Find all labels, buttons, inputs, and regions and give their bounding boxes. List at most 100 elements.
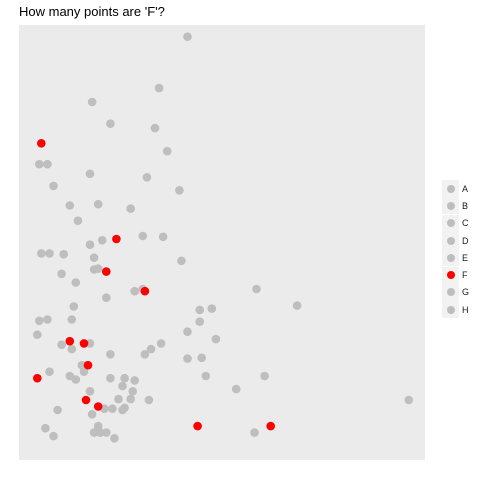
data-point — [79, 367, 89, 377]
data-point — [87, 97, 97, 107]
data-point-f — [266, 421, 276, 431]
data-point — [77, 360, 87, 370]
data-point — [183, 32, 192, 41]
data-point — [35, 159, 44, 169]
data-point-f — [37, 139, 46, 148]
data-point — [71, 278, 81, 287]
data-point — [37, 249, 46, 258]
legend-item-a: A — [442, 180, 469, 198]
data-point — [252, 284, 261, 294]
data-point — [45, 249, 54, 258]
data-point — [35, 316, 44, 326]
legend-label: E — [462, 252, 469, 263]
data-point — [85, 169, 95, 179]
data-point-f — [93, 402, 103, 411]
data-point — [57, 340, 66, 350]
data-point — [87, 410, 97, 419]
data-point — [57, 269, 66, 279]
data-point — [195, 317, 204, 327]
data-point — [85, 240, 95, 249]
data-point — [106, 119, 115, 128]
legend-label: C — [462, 218, 469, 229]
data-point — [110, 434, 119, 443]
data-point — [49, 181, 58, 191]
legend-label: H — [462, 304, 469, 315]
data-point — [118, 405, 127, 415]
data-point — [89, 253, 99, 262]
legend-dot — [446, 236, 455, 245]
data-point — [67, 315, 77, 324]
data-point — [53, 405, 62, 415]
legend-dot — [446, 184, 455, 193]
data-point — [59, 249, 68, 259]
data-point — [71, 375, 81, 384]
data-point — [292, 301, 302, 310]
legend-label: G — [462, 287, 470, 298]
data-point-f — [81, 395, 91, 405]
data-point — [154, 83, 164, 93]
legend-item-d: D — [442, 232, 469, 250]
data-point-f — [112, 234, 121, 244]
data-point — [250, 428, 259, 437]
legend-key — [442, 197, 459, 215]
legend-item-c: C — [442, 214, 469, 232]
data-point — [183, 354, 192, 363]
data-point — [128, 387, 137, 396]
data-point — [73, 216, 83, 225]
data-point — [69, 302, 79, 311]
legend-dot — [446, 253, 455, 262]
legend-item-g: G — [442, 283, 470, 301]
data-point-f — [79, 339, 89, 348]
data-point — [150, 123, 160, 133]
legend-dot — [446, 305, 455, 314]
data-point — [183, 327, 192, 337]
legend-item-f: F — [442, 266, 469, 284]
legend-key — [442, 266, 459, 284]
data-point — [156, 339, 166, 348]
data-point — [126, 394, 135, 404]
legend-key — [442, 180, 459, 198]
data-point — [89, 428, 99, 437]
data-point — [93, 199, 103, 209]
data-point — [49, 431, 58, 441]
data-point — [85, 339, 95, 348]
data-point — [175, 186, 184, 195]
data-point — [162, 146, 172, 156]
data-point — [106, 373, 115, 383]
legend-dot — [446, 219, 455, 228]
legend-key — [442, 232, 459, 250]
data-point — [126, 204, 135, 213]
data-point — [231, 384, 241, 394]
data-point — [146, 344, 156, 354]
data-point — [140, 350, 150, 359]
legend-item-b: B — [442, 197, 469, 215]
legend-label: B — [462, 200, 469, 211]
data-point-f — [140, 286, 150, 296]
data-point — [95, 428, 105, 437]
data-point — [158, 232, 168, 242]
data-point-f — [33, 373, 42, 383]
data-point — [106, 350, 115, 359]
data-point — [195, 305, 204, 315]
chart-title: How many points are 'F'? — [19, 4, 165, 19]
data-point — [102, 428, 111, 437]
points-layer — [33, 32, 414, 443]
data-point — [97, 236, 107, 245]
plot-panel — [19, 25, 425, 460]
data-point-f — [65, 336, 75, 346]
legend-label: D — [462, 235, 469, 246]
data-point — [211, 334, 221, 344]
legend-key — [442, 301, 459, 319]
data-point — [114, 394, 123, 404]
data-point — [43, 159, 52, 169]
data-point — [120, 373, 129, 383]
data-point — [260, 371, 269, 381]
data-point — [142, 173, 152, 182]
data-point-f — [193, 421, 202, 431]
data-point — [45, 367, 54, 377]
legend-item-e: E — [442, 249, 469, 267]
legend-label: F — [462, 270, 468, 281]
data-point-f — [83, 360, 93, 370]
legend-dot — [446, 201, 455, 210]
data-point — [138, 231, 148, 241]
